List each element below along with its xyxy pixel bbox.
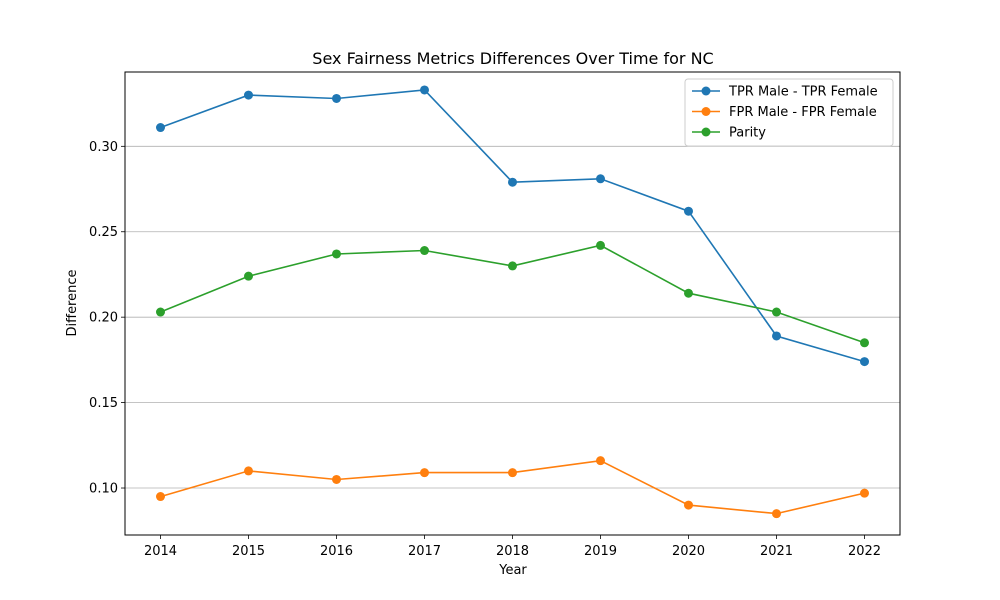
legend-marker [701, 107, 711, 116]
data-point [156, 492, 165, 502]
data-point [772, 331, 781, 341]
series-lines [156, 85, 869, 519]
x-tick-label: 2022 [848, 544, 881, 559]
data-point [244, 90, 253, 100]
legend-label: FPR Male - FPR Female [729, 105, 877, 120]
data-point [156, 123, 165, 133]
data-point [332, 93, 341, 103]
data-point [772, 307, 781, 317]
data-point [420, 246, 429, 256]
data-point [684, 500, 693, 510]
x-tick-label: 2019 [584, 544, 617, 559]
x-tick-label: 2021 [760, 544, 793, 559]
series-1 [156, 85, 869, 367]
legend-marker [701, 86, 711, 96]
x-tick-label: 2018 [496, 544, 529, 559]
data-point [596, 456, 605, 466]
y-tick-label: 0.10 [89, 482, 118, 497]
data-point [244, 271, 253, 281]
y-axis: 0.10 0.15 0.20 0.25 0.30 [89, 140, 125, 497]
data-point [860, 338, 869, 348]
legend-marker [701, 127, 711, 137]
data-point [860, 357, 869, 367]
data-point [332, 249, 341, 259]
data-point [420, 468, 429, 478]
x-tick-label: 2016 [320, 544, 353, 559]
x-tick-label: 2015 [232, 544, 265, 559]
y-axis-label: Difference [65, 269, 80, 336]
data-point [508, 177, 517, 187]
legend-box [684, 78, 894, 147]
data-point [244, 466, 253, 476]
data-point [772, 509, 781, 519]
data-point [596, 240, 605, 250]
legend-item: Parity [692, 126, 766, 141]
data-point [860, 488, 869, 498]
y-tick-label: 0.25 [89, 225, 118, 240]
y-tick-label: 0.20 [89, 311, 118, 326]
gridlines [125, 145, 900, 489]
legend-label: TPR Male - TPR Female [728, 85, 878, 100]
x-tick-label: 2020 [672, 544, 705, 559]
data-point [684, 288, 693, 298]
x-tick-label: 2017 [408, 544, 441, 559]
x-tick-label: 2014 [144, 544, 177, 559]
data-point [420, 85, 429, 95]
series-2 [156, 456, 869, 519]
x-axis: 2014 2015 2016 2017 2018 2019 2020 2021 2022 [144, 535, 881, 559]
series-3 [156, 240, 869, 348]
y-tick-label: 0.30 [89, 140, 118, 155]
chart-title: Sex Fairness Metrics Differences Over Ti… [312, 49, 713, 68]
data-point [684, 206, 693, 216]
data-point [332, 474, 341, 484]
x-axis-label: Year [498, 563, 527, 578]
data-point [508, 261, 517, 271]
data-point [596, 174, 605, 184]
legend-item: TPR Male - TPR Female [692, 85, 878, 100]
data-point [508, 468, 517, 478]
y-tick-label: 0.15 [89, 396, 118, 411]
legend-label: Parity [729, 126, 766, 141]
legend-item: FPR Male - FPR Female [692, 105, 877, 120]
data-point [156, 307, 165, 317]
legend: TPR Male - TPR Female FPR Male - FPR Fema… [684, 78, 894, 147]
